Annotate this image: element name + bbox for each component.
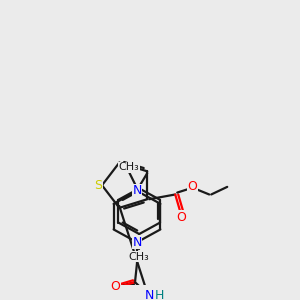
Text: S: S — [94, 179, 102, 192]
Text: CH₃: CH₃ — [129, 252, 150, 262]
Text: O: O — [110, 280, 120, 293]
Text: N: N — [144, 289, 154, 300]
Text: O: O — [176, 211, 186, 224]
Text: H: H — [154, 289, 164, 300]
Text: CH₃: CH₃ — [118, 162, 140, 172]
Text: N: N — [132, 236, 142, 249]
Text: N: N — [132, 184, 142, 197]
Text: O: O — [187, 180, 197, 194]
